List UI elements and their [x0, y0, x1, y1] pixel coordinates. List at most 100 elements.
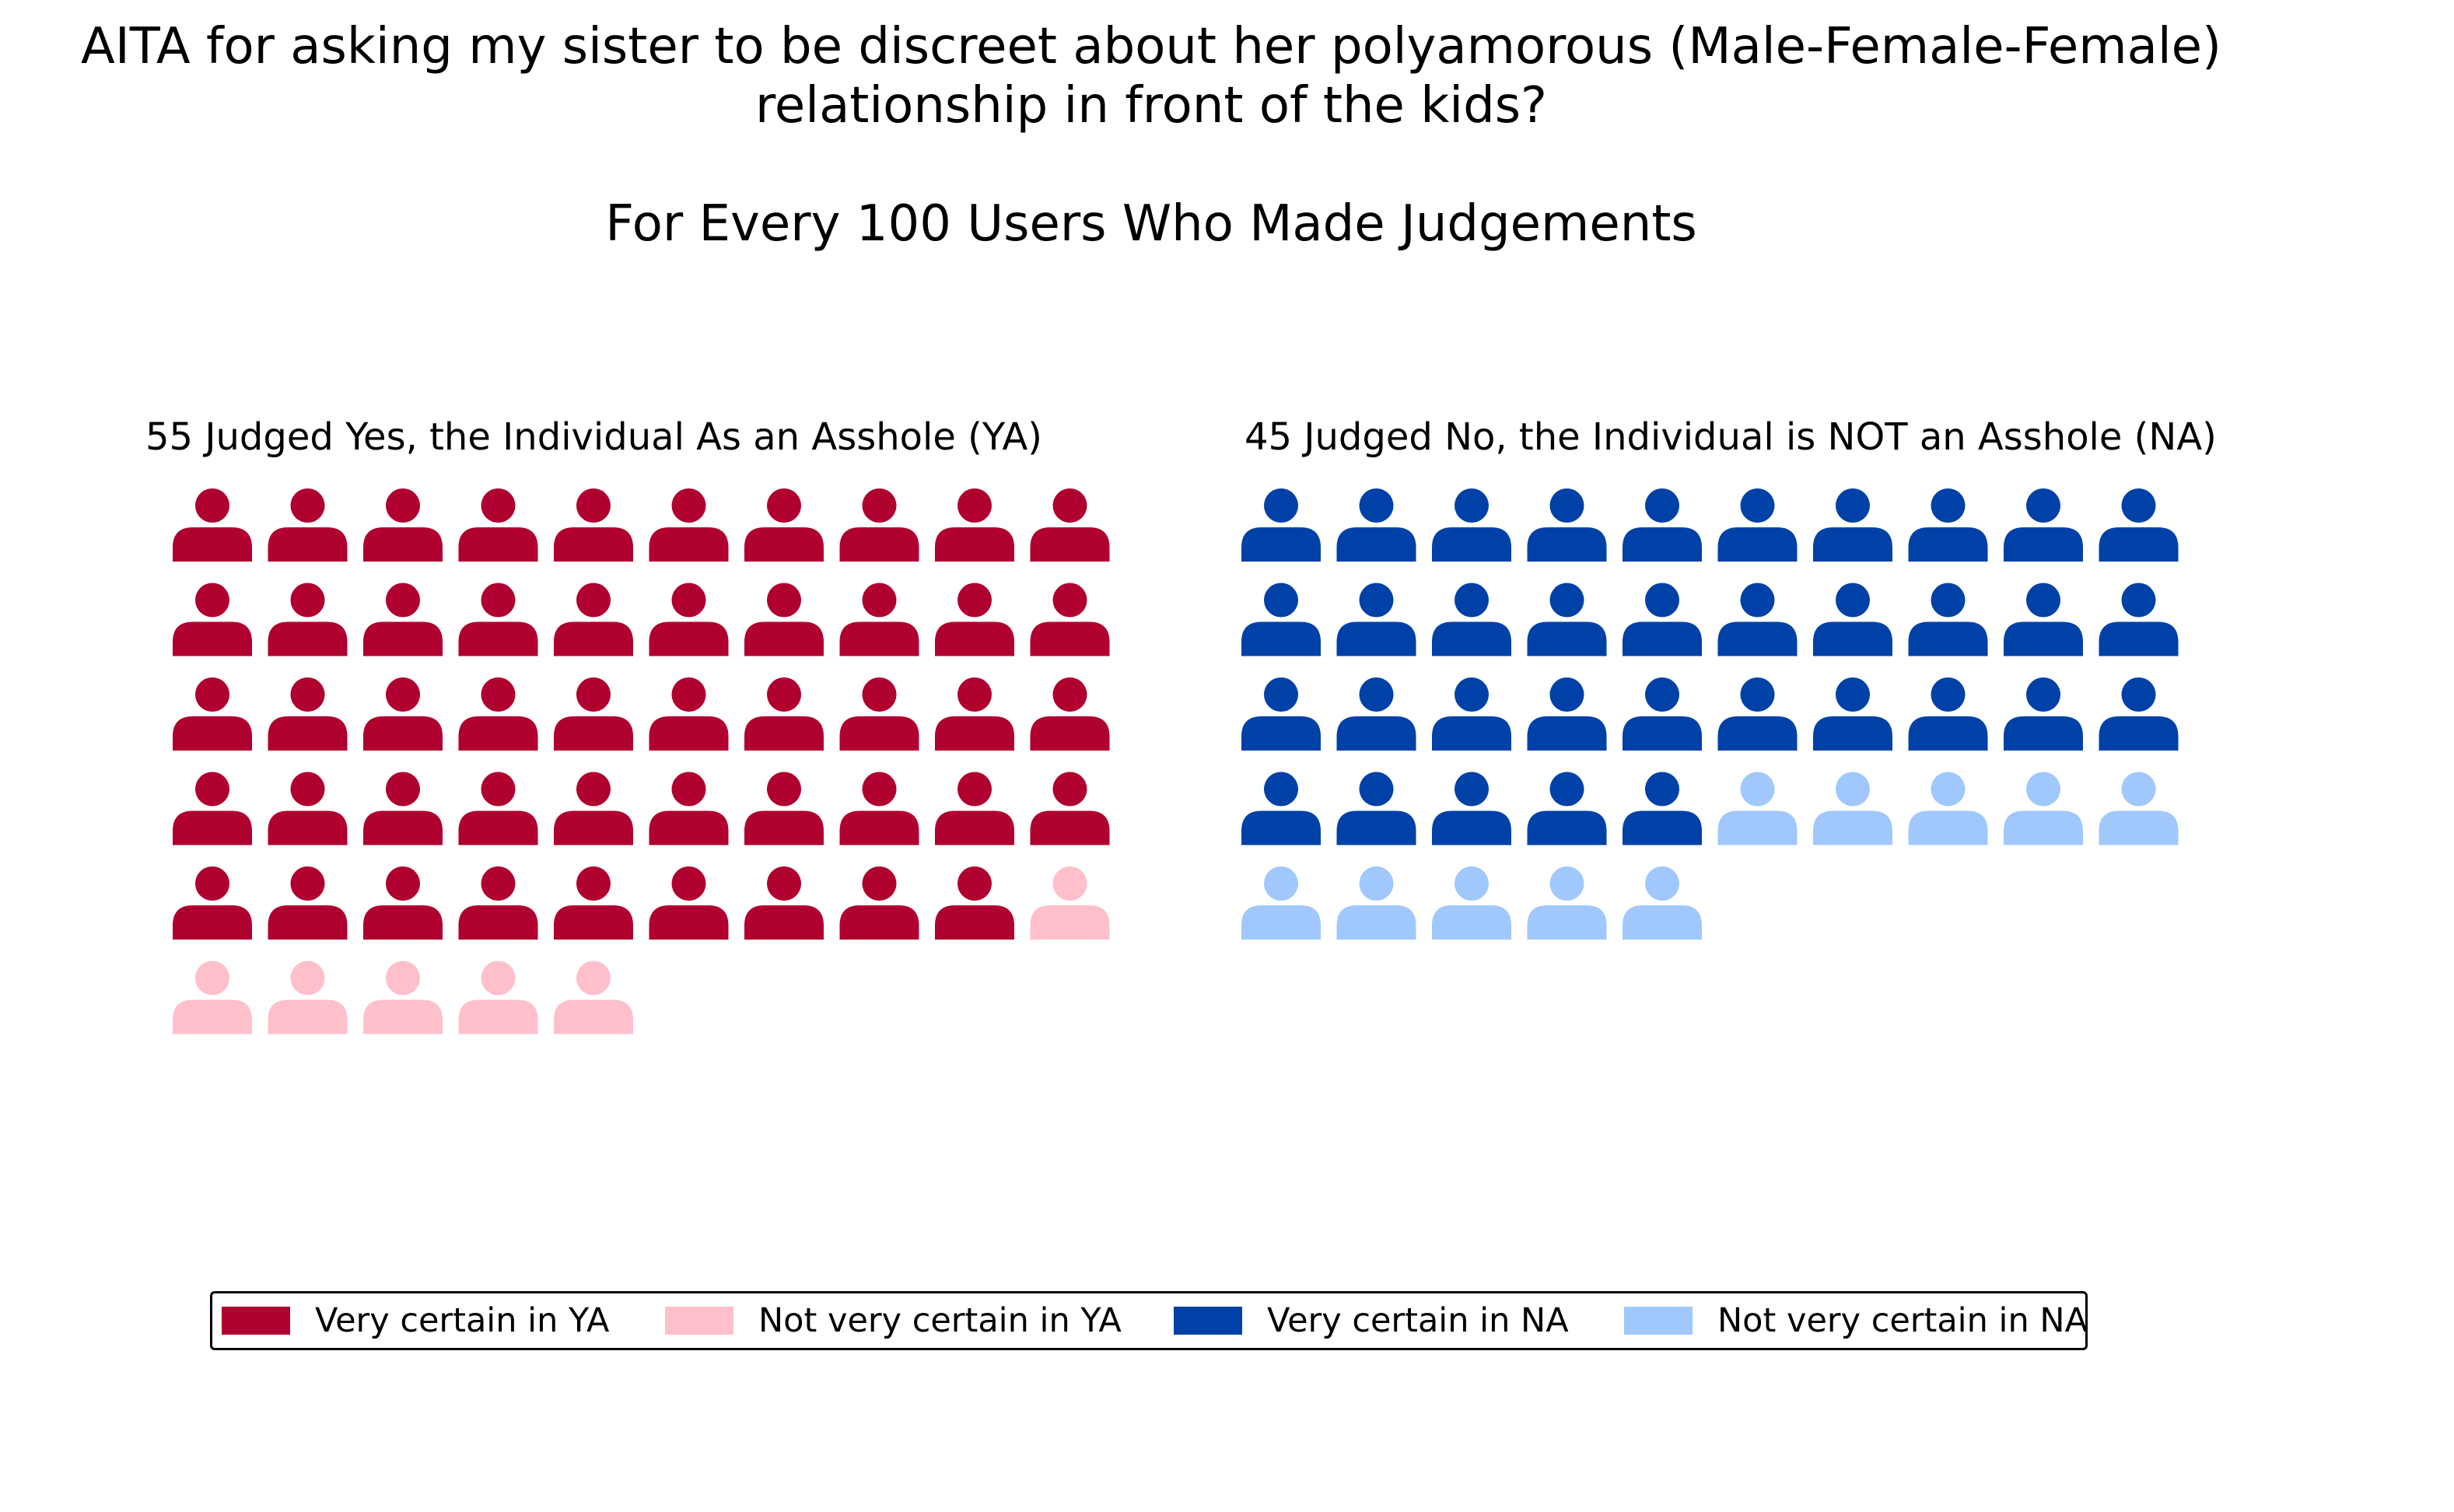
person-icon — [1813, 488, 1892, 562]
person-icon — [1908, 583, 1988, 656]
person-icon — [744, 677, 824, 751]
person-icon — [744, 772, 824, 845]
person-icon — [363, 488, 443, 562]
person-icon — [1030, 866, 1110, 940]
person-icon — [1527, 488, 1607, 562]
person-icon — [2004, 583, 2083, 656]
person-icon — [1623, 772, 1702, 845]
person-icon — [649, 866, 729, 940]
person-icon — [1908, 677, 1988, 751]
person-icon — [2004, 772, 2083, 845]
person-icon — [935, 866, 1014, 940]
person-icon — [1241, 677, 1321, 751]
chart-legend: Very certain in YA Not very certain in Y… — [210, 1291, 2088, 1350]
person-icon — [1527, 772, 1607, 845]
legend-label-very-certain-ya: Very certain in YA — [315, 1301, 610, 1340]
person-icon — [1432, 488, 1511, 562]
person-icon — [363, 961, 443, 1034]
legend-swatch-very-certain-na — [1174, 1307, 1242, 1335]
person-icon — [1813, 677, 1892, 751]
chart-title-line-2: relationship in front of the kids? — [755, 77, 1547, 135]
legend-swatch-not-very-certain-ya — [665, 1307, 733, 1335]
person-icon — [554, 961, 633, 1034]
person-icon — [363, 677, 443, 751]
person-icon — [649, 583, 729, 656]
person-icon — [2004, 677, 2083, 751]
person-icon — [1717, 583, 1798, 656]
person-icon — [935, 488, 1014, 562]
person-icon — [173, 961, 252, 1034]
legend-item-very-certain-ya: Very certain in YA — [222, 1293, 609, 1348]
person-icon — [649, 488, 729, 562]
person-icon — [1813, 772, 1892, 845]
person-icon — [839, 488, 919, 562]
person-icon — [458, 677, 538, 751]
person-icon — [1241, 866, 1321, 940]
person-icon — [173, 866, 252, 940]
person-icon — [554, 488, 633, 562]
person-icon — [1623, 677, 1702, 751]
person-icon — [2099, 488, 2179, 562]
person-icon — [2099, 677, 2179, 751]
person-icon — [1908, 488, 1988, 562]
person-icon — [554, 772, 633, 845]
person-icon — [458, 866, 538, 940]
person-icon — [1527, 866, 1607, 940]
person-icon — [1336, 866, 1416, 940]
person-icon — [458, 961, 538, 1034]
person-icon — [1030, 677, 1110, 751]
person-icon — [1432, 677, 1511, 751]
person-icon — [935, 677, 1014, 751]
person-icon — [1717, 488, 1798, 562]
person-icon — [173, 772, 252, 845]
person-icon — [1432, 583, 1511, 656]
legend-item-not-very-certain-ya: Not very certain in YA — [665, 1293, 1122, 1348]
person-icon — [1030, 772, 1110, 845]
person-icon — [935, 583, 1014, 656]
person-icon — [1336, 772, 1416, 845]
person-icon — [2004, 488, 2083, 562]
ya-group-title: 55 Judged Yes, the Individual As an Assh… — [145, 415, 1043, 459]
person-icon — [268, 866, 348, 940]
person-icon — [2099, 772, 2179, 845]
person-icon — [1241, 488, 1321, 562]
person-icon — [458, 583, 538, 656]
person-icon — [2099, 583, 2179, 656]
person-icon — [1623, 866, 1702, 940]
person-icon — [1336, 488, 1416, 562]
legend-label-not-very-certain-na: Not very certain in NA — [1717, 1301, 2088, 1340]
person-icon — [839, 772, 919, 845]
person-icon — [1717, 772, 1798, 845]
person-icon — [1336, 583, 1416, 656]
person-icon — [173, 583, 252, 656]
person-icon — [1432, 772, 1511, 845]
na-group-title: 45 Judged No, the Individual is NOT an A… — [1245, 415, 2217, 459]
person-icon — [1527, 677, 1607, 751]
person-icon — [744, 488, 824, 562]
person-icon — [268, 583, 348, 656]
chart-title-line-1: AITA for asking my sister to be discreet… — [81, 18, 2221, 75]
person-icon — [649, 772, 729, 845]
person-icon — [1813, 583, 1892, 656]
person-icon — [1241, 583, 1321, 656]
person-icon — [363, 866, 443, 940]
person-icon — [173, 677, 252, 751]
person-icon — [744, 866, 824, 940]
person-icon — [839, 583, 919, 656]
person-icon — [1030, 488, 1110, 562]
person-icon — [363, 583, 443, 656]
person-icon — [1432, 866, 1511, 940]
person-icon — [458, 488, 538, 562]
person-icon — [554, 583, 633, 656]
person-icon — [173, 488, 252, 562]
person-icon — [554, 866, 633, 940]
person-icon — [744, 583, 824, 656]
person-icon — [363, 772, 443, 845]
person-icon — [268, 488, 348, 562]
person-icon — [1241, 772, 1321, 845]
person-icon — [1336, 677, 1416, 751]
person-icon — [839, 866, 919, 940]
person-icon — [1527, 583, 1607, 656]
person-icon — [1717, 677, 1798, 751]
